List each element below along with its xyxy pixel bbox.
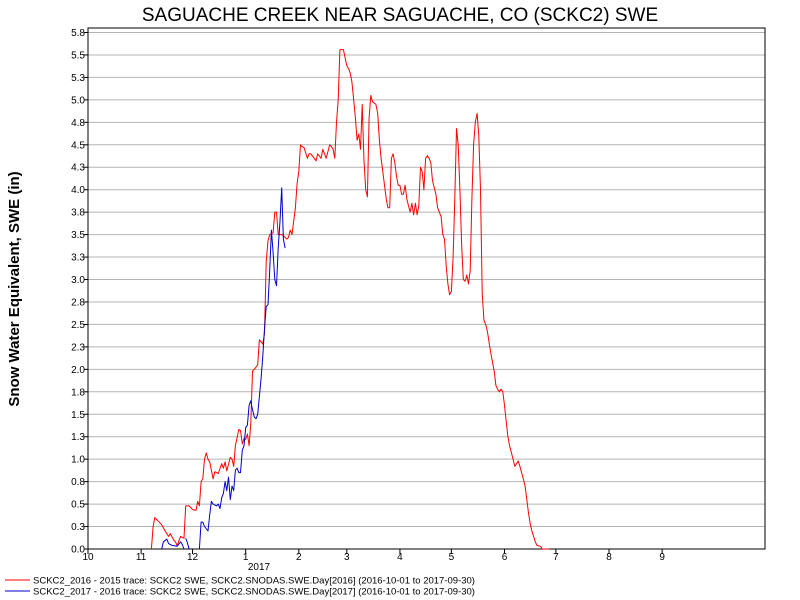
y-tick-label: 1.3 <box>71 432 85 443</box>
y-tick-label: 3.3 <box>71 253 85 264</box>
plot-area <box>87 27 766 550</box>
grid-lines <box>88 31 765 528</box>
y-axis-ticks: 0.0 0.3 0.5 0.8 1.0 1.3 1.5 1.8 2.0 2.3 2.5 2.8 3.0 3… <box>71 28 88 556</box>
x-tick-label: 2 <box>296 552 302 563</box>
chart-title: SAGUACHE CREEK NEAR SAGUACHE, CO (SCKC2)… <box>142 5 658 26</box>
x-tick-label: 9 <box>659 552 665 563</box>
x-tick-label: 3 <box>344 552 350 563</box>
y-tick-label: 5.3 <box>71 73 85 84</box>
legend-label-0: SCKC2_2016 - 2015 trace: SCKC2 SWE, SCKC… <box>33 576 475 587</box>
y-tick-label: 4.5 <box>71 140 85 151</box>
x-tick-label: 11 <box>136 552 147 563</box>
y-tick-label: 3.0 <box>71 275 85 286</box>
y-tick-label: 3.8 <box>71 208 85 219</box>
y-tick-label: 0.3 <box>71 522 85 533</box>
y-tick-label: 3.5 <box>71 230 85 241</box>
y-tick-label: 5.0 <box>71 95 85 106</box>
series-line-1 <box>161 187 286 550</box>
x-tick-label: 8 <box>606 552 612 563</box>
x-tick-label: 4 <box>397 552 403 563</box>
y-tick-label: 0.5 <box>71 500 85 511</box>
x-tick-label: 6 <box>502 552 508 563</box>
y-tick-label: 2.0 <box>71 365 85 376</box>
y-tick-label: 5.5 <box>71 50 85 61</box>
series-lines <box>150 49 549 550</box>
x-tick-label: 12 <box>187 552 199 563</box>
x-tick-label: 7 <box>553 552 559 563</box>
series-line-0 <box>150 49 549 550</box>
x-tick-label: 5 <box>449 552 455 563</box>
y-tick-label: 1.0 <box>71 455 85 466</box>
y-tick-label: 2.3 <box>71 342 85 353</box>
y-tick-label: 4.8 <box>71 118 85 129</box>
x-axis-ticks: 10 11 12 1 2 3 4 5 6 7 8 9 <box>82 549 665 563</box>
y-tick-label: 4.0 <box>71 185 85 196</box>
y-tick-label: 2.8 <box>71 297 85 308</box>
x-tick-label: 1 <box>243 552 249 563</box>
legend: SCKC2_2016 - 2015 trace: SCKC2 SWE, SCKC… <box>5 576 475 598</box>
y-tick-label: 0.0 <box>71 545 85 556</box>
y-axis-label: Snow Water Equivalent, SWE (in) <box>6 171 23 406</box>
x-tick-label: 10 <box>82 552 94 563</box>
y-tick-label: 1.5 <box>71 410 85 421</box>
year-label: 2017 <box>248 562 271 573</box>
y-tick-label: 2.5 <box>71 320 85 331</box>
y-tick-label: 0.8 <box>71 477 85 488</box>
legend-label-1: SCKC2_2017 - 2016 trace: SCKC2 SWE, SCKC… <box>33 587 475 598</box>
y-tick-label: 4.3 <box>71 163 85 174</box>
y-tick-label: 5.8 <box>71 28 85 39</box>
y-tick-label: 1.8 <box>71 387 85 398</box>
